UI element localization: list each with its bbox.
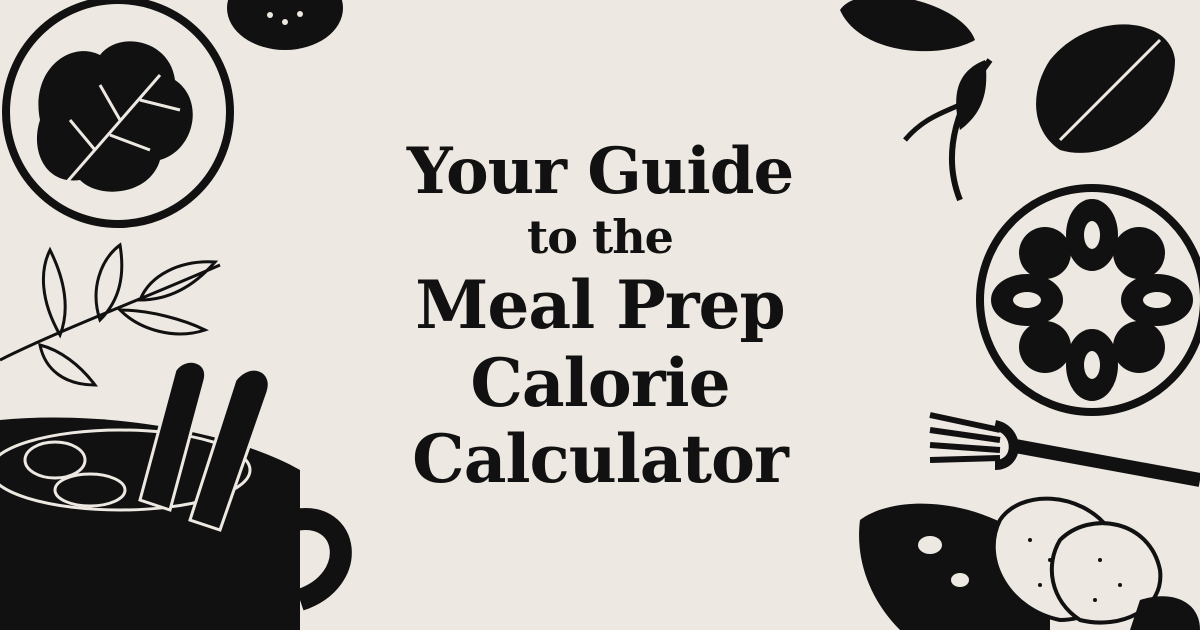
flower-plate-icon [976, 184, 1200, 416]
leaf-plate-icon [2, 0, 234, 228]
seed-bowl-icon [227, 0, 343, 50]
title-line-5: Calculator [412, 420, 789, 498]
title-line-1: Your Guide [406, 134, 794, 209]
avocado-icon [840, 0, 1175, 202]
fork-icon [929, 412, 1200, 487]
title-line-3: Meal Prep [415, 266, 785, 344]
bread-bowl-icon [859, 496, 1200, 630]
title-line-2: to the [527, 210, 674, 264]
herb-branch-icon [0, 242, 221, 387]
soup-cup-icon [0, 359, 352, 630]
title-line-4: Calorie [470, 344, 730, 422]
